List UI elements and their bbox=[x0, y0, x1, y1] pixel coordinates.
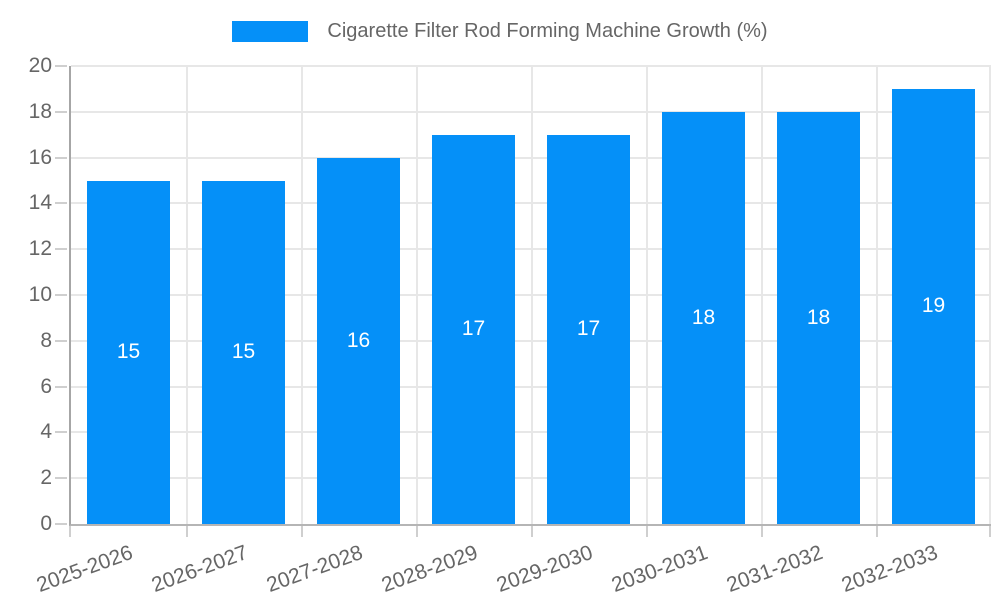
gridline-vertical bbox=[531, 66, 533, 524]
y-axis-tick-label: 6 bbox=[40, 374, 52, 398]
bar-2030-2031[interactable]: 18 bbox=[662, 111, 745, 524]
bar-2032-2033[interactable]: 19 bbox=[892, 88, 975, 524]
bar-value-label: 18 bbox=[691, 305, 716, 329]
x-axis-tick-label: 2032-2033 bbox=[838, 541, 941, 597]
bar-value-label: 19 bbox=[921, 294, 946, 318]
y-axis-tick-label: 20 bbox=[28, 54, 52, 77]
gridline-vertical bbox=[416, 66, 418, 524]
legend-item[interactable]: Cigarette Filter Rod Forming Machine Gro… bbox=[0, 20, 1000, 43]
bar-value-label: 18 bbox=[806, 305, 831, 329]
y-axis-tick bbox=[55, 202, 67, 205]
bar-value-label: 15 bbox=[231, 340, 256, 364]
x-axis-tick bbox=[186, 526, 188, 537]
y-axis-tick-label: 4 bbox=[40, 420, 52, 444]
bar-2026-2027[interactable]: 15 bbox=[202, 180, 285, 524]
y-axis-tick-label: 0 bbox=[40, 512, 52, 535]
x-axis-tick-label: 2030-2031 bbox=[608, 541, 711, 597]
x-axis-tick-label: 2028-2029 bbox=[378, 541, 481, 597]
gridline-vertical bbox=[301, 66, 303, 524]
x-axis-tick-label: 2026-2027 bbox=[148, 541, 251, 597]
x-axis-tick-label: 2031-2032 bbox=[723, 541, 826, 597]
bar-value-label: 17 bbox=[576, 317, 601, 341]
y-axis-tick bbox=[55, 385, 67, 388]
y-axis-tick bbox=[55, 477, 67, 480]
y-axis-tick bbox=[55, 248, 67, 251]
legend-swatch bbox=[232, 21, 309, 42]
y-axis-tick-label: 18 bbox=[28, 99, 52, 123]
y-axis-tick bbox=[55, 431, 67, 434]
legend-label: Cigarette Filter Rod Forming Machine Gro… bbox=[327, 20, 768, 42]
plot-area: 15 15 16 17 17 18 18 19 bbox=[55, 65, 991, 537]
x-axis-tick bbox=[69, 526, 71, 537]
bar-value-label: 15 bbox=[116, 340, 141, 364]
y-axis-tick-label: 10 bbox=[28, 283, 52, 306]
y-axis-tick bbox=[55, 523, 67, 525]
x-axis-tick-label: 2029-2030 bbox=[493, 541, 596, 597]
y-axis-tick-label: 16 bbox=[28, 145, 52, 169]
y-axis-tick bbox=[55, 65, 67, 67]
gridline-vertical bbox=[186, 66, 188, 524]
x-axis-tick bbox=[989, 526, 991, 537]
x-axis-tick-label: 2027-2028 bbox=[263, 541, 366, 597]
gridline-vertical bbox=[761, 66, 763, 524]
y-axis-tick bbox=[55, 294, 67, 296]
gridline-vertical bbox=[876, 66, 878, 524]
y-axis-tick-label: 12 bbox=[28, 237, 52, 261]
bar-value-label: 17 bbox=[461, 317, 486, 341]
bar-2028-2029[interactable]: 17 bbox=[432, 134, 515, 524]
bar-2029-2030[interactable]: 17 bbox=[547, 134, 630, 524]
y-axis-tick bbox=[55, 110, 67, 113]
x-axis-tick bbox=[301, 526, 303, 537]
x-axis-tick-label: 2025-2026 bbox=[33, 541, 136, 597]
bar-value-label: 16 bbox=[346, 328, 371, 352]
x-axis-tick bbox=[876, 526, 878, 537]
gridline-vertical bbox=[989, 66, 991, 524]
bar-2025-2026[interactable]: 15 bbox=[87, 180, 170, 524]
y-axis-tick bbox=[55, 339, 67, 342]
x-axis-tick bbox=[761, 526, 763, 537]
y-axis-tick-label: 14 bbox=[28, 191, 52, 215]
bar-2031-2032[interactable]: 18 bbox=[777, 111, 860, 524]
y-axis-tick-label: 8 bbox=[40, 328, 52, 352]
x-axis-tick bbox=[646, 526, 648, 537]
x-axis-tick bbox=[416, 526, 418, 537]
x-axis-tick bbox=[531, 526, 533, 537]
y-axis-tick-label: 2 bbox=[40, 466, 52, 490]
y-axis-tick bbox=[55, 156, 67, 159]
gridline-vertical bbox=[646, 66, 648, 524]
bar-2027-2028[interactable]: 16 bbox=[317, 157, 400, 524]
